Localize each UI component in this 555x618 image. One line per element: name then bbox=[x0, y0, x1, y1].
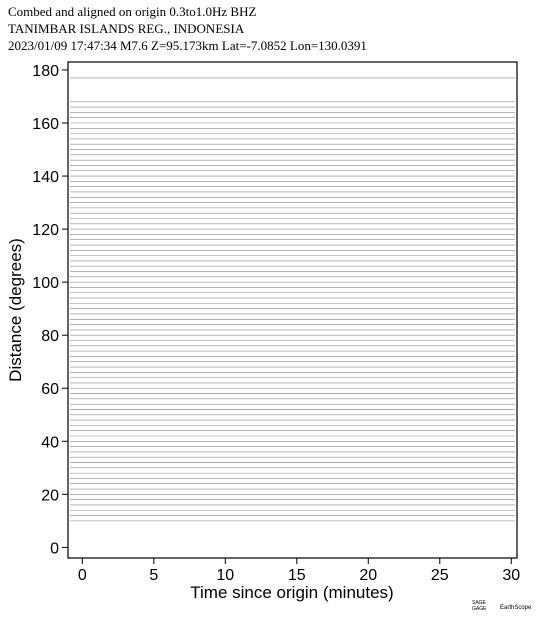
credit: EarthScope bbox=[500, 605, 532, 611]
credit: GAGE bbox=[472, 606, 487, 612]
y-tick-label: 80 bbox=[41, 328, 59, 345]
x-tick-label: 25 bbox=[431, 567, 449, 584]
x-tick-label: 15 bbox=[288, 567, 306, 584]
y-tick-label: 180 bbox=[32, 63, 59, 80]
plot-frame bbox=[67, 61, 518, 559]
title-line: Combed and aligned on origin 0.3to1.0Hz … bbox=[8, 4, 256, 19]
y-tick-label: 100 bbox=[32, 275, 59, 292]
x-tick-label: 0 bbox=[78, 567, 87, 584]
y-tick-label: 60 bbox=[41, 381, 59, 398]
y-tick-label: 40 bbox=[41, 434, 59, 451]
x-tick-label: 5 bbox=[149, 567, 158, 584]
title-line: 2023/01/09 17:47:34 M7.6 Z=95.173km Lat=… bbox=[8, 38, 367, 53]
y-tick-label: 120 bbox=[32, 222, 59, 239]
y-axis-label: Distance (degrees) bbox=[6, 238, 25, 382]
credit: SAGE bbox=[472, 600, 487, 606]
y-tick-label: 20 bbox=[41, 487, 59, 504]
x-tick-label: 10 bbox=[216, 567, 234, 584]
y-tick-label: 0 bbox=[50, 540, 59, 557]
y-tick-label: 140 bbox=[32, 169, 59, 186]
y-tick-label: 160 bbox=[32, 116, 59, 133]
title-line: TANIMBAR ISLANDS REG., INDONESIA bbox=[8, 21, 245, 36]
x-tick-label: 30 bbox=[502, 567, 520, 584]
x-axis-label: Time since origin (minutes) bbox=[190, 583, 393, 602]
x-tick-label: 20 bbox=[359, 567, 377, 584]
